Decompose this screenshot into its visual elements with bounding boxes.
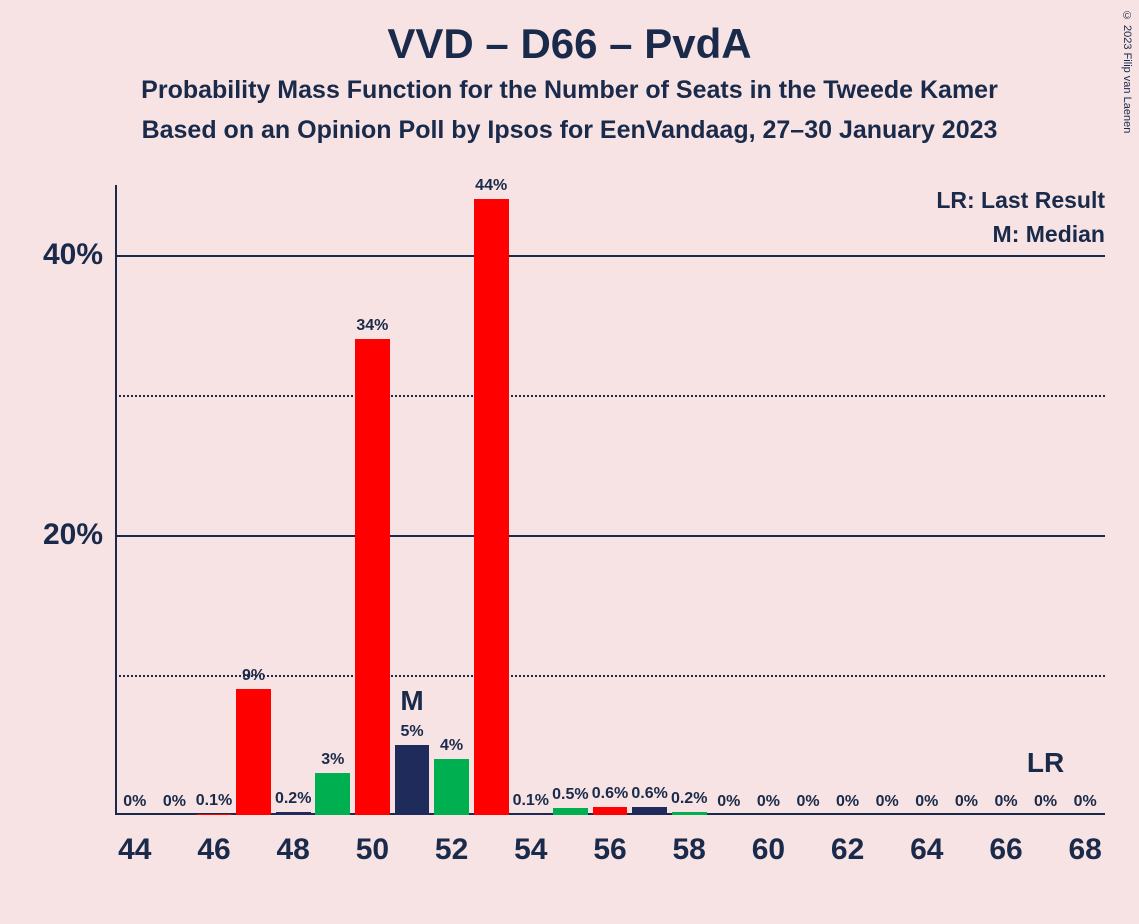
bar	[315, 773, 350, 815]
x-tick-label: 66	[989, 815, 1022, 867]
bar-value-label: 44%	[475, 177, 507, 195]
bar-value-label: 0.2%	[671, 790, 707, 808]
bar	[236, 689, 271, 815]
x-tick-label: 56	[593, 815, 626, 867]
annotation-m: M	[400, 685, 423, 717]
chart-subtitle-1: Probability Mass Function for the Number…	[0, 76, 1139, 105]
bar-value-label: 0.5%	[552, 786, 588, 804]
x-tick-label: 64	[910, 815, 943, 867]
x-tick-label: 48	[277, 815, 310, 867]
bar-value-label: 0%	[1034, 793, 1057, 811]
chart-subtitle-2: Based on an Opinion Poll by Ipsos for Ee…	[0, 116, 1139, 145]
x-tick-label: 58	[673, 815, 706, 867]
bar	[593, 807, 628, 815]
x-tick-label: 62	[831, 815, 864, 867]
bar	[276, 812, 311, 815]
gridline	[115, 255, 1105, 257]
bar-value-label: 0%	[123, 793, 146, 811]
x-tick-label: 44	[118, 815, 151, 867]
bar-value-label: 0%	[796, 793, 819, 811]
bar-value-label: 0.1%	[196, 792, 232, 810]
bar-value-label: 0%	[717, 793, 740, 811]
bar-value-label: 0%	[836, 793, 859, 811]
legend-m: M: Median	[993, 221, 1105, 248]
gridline	[115, 395, 1105, 397]
y-tick-label: 20%	[43, 518, 115, 552]
bar-value-label: 4%	[440, 737, 463, 755]
bar-value-label: 0%	[955, 793, 978, 811]
bar	[197, 814, 232, 815]
x-tick-label: 52	[435, 815, 468, 867]
bar-value-label: 0%	[1074, 793, 1097, 811]
bar-value-label: 0%	[876, 793, 899, 811]
bar-value-label: 0.6%	[592, 785, 628, 803]
bar-value-label: 0%	[994, 793, 1017, 811]
y-axis	[115, 185, 117, 815]
bar	[672, 812, 707, 815]
bar-value-label: 9%	[242, 667, 265, 685]
bar-value-label: 0.6%	[631, 785, 667, 803]
y-tick-label: 40%	[43, 238, 115, 272]
x-tick-label: 46	[197, 815, 230, 867]
bar-value-label: 0%	[757, 793, 780, 811]
bar-value-label: 0%	[915, 793, 938, 811]
bar	[355, 339, 390, 815]
legend-lr: LR: Last Result	[936, 187, 1105, 214]
bar	[513, 814, 548, 815]
bar-value-label: 0.1%	[513, 792, 549, 810]
x-tick-label: 50	[356, 815, 389, 867]
bar-value-label: 3%	[321, 751, 344, 769]
chart-title: VVD – D66 – PvdA	[0, 20, 1139, 68]
bar-value-label: 0.2%	[275, 790, 311, 808]
bar-value-label: 0%	[163, 793, 186, 811]
bar-value-label: 5%	[400, 723, 423, 741]
chart-plot-area: 20%40%444648505254565860626466680%0%0.1%…	[115, 185, 1105, 815]
x-tick-label: 54	[514, 815, 547, 867]
bar-value-label: 34%	[356, 317, 388, 335]
bar	[474, 199, 509, 815]
bar	[553, 808, 588, 815]
bar	[632, 807, 667, 815]
x-tick-label: 60	[752, 815, 785, 867]
x-tick-label: 68	[1069, 815, 1102, 867]
bar	[434, 759, 469, 815]
gridline	[115, 535, 1105, 537]
bar	[395, 745, 430, 815]
annotation-lr: LR	[1027, 747, 1064, 779]
